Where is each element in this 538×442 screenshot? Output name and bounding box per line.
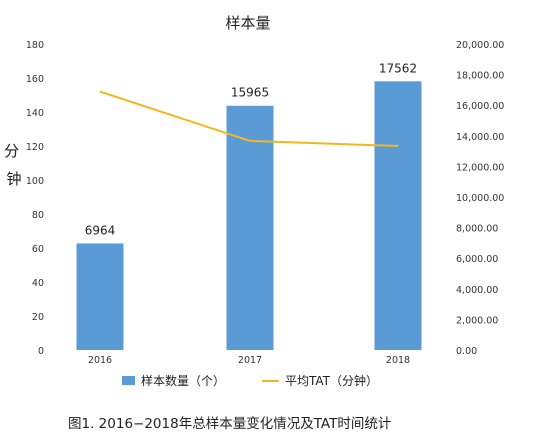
left-tick-label: 60 [32,244,44,255]
right-tick-label: 8,000.00 [456,224,498,235]
right-tick-label: 16,000.00 [456,101,504,112]
x-axis-ticks: 2016 2017 2018 [88,355,410,366]
left-tick-label: 40 [32,278,44,289]
right-tick-label: 20,000.00 [456,40,504,51]
right-tick-label: 4,000.00 [456,285,498,296]
legend: 样本数量（个） 平均TAT（分钟） [122,373,378,388]
x-tick-label: 2017 [238,355,262,366]
bar-data-label: 6964 [85,223,116,237]
legend-label-bar: 样本数量（个） [141,373,225,388]
left-tick-label: 180 [26,40,44,51]
right-axis-ticks: 0.00 2,000.00 4,000.00 6,000.00 8,000.00 10,0… [456,40,504,357]
x-tick-label: 2018 [386,355,410,366]
bar [76,243,124,350]
right-tick-label: 2,000.00 [456,315,498,326]
left-tick-label: 140 [26,108,44,119]
left-tick-label: 160 [26,74,44,85]
y-axis-label-char: 分 [4,142,19,160]
left-tick-label: 80 [32,210,44,221]
bar [226,105,274,350]
right-tick-label: 18,000.00 [456,71,504,82]
left-tick-label: 100 [26,176,44,187]
chart-title: 样本量 [225,14,270,32]
y-axis-label: 分 钟 [4,142,24,188]
right-tick-label: 12,000.00 [456,162,504,173]
left-tick-label: 120 [26,142,44,153]
right-tick-label: 10,000.00 [456,193,504,204]
bar-data-label: 15965 [231,86,269,100]
bar-data-label: 17562 [379,61,417,75]
left-tick-label: 0 [38,346,44,357]
bar-series [76,81,422,351]
legend-swatch-bar [122,376,135,385]
legend-label-line: 平均TAT（分钟） [285,373,378,388]
left-tick-label: 20 [32,312,44,323]
bar-data-labels: 6964 15965 17562 [85,61,417,237]
y-axis-label-char: 钟 [6,170,21,188]
x-tick-label: 2016 [88,355,112,366]
figure-caption: 图1. 2016−2018年总样本量变化情况及TAT时间统计 [68,416,391,432]
line-series [99,90,399,147]
bar [374,81,422,351]
right-tick-label: 14,000.00 [456,132,504,143]
right-tick-label: 6,000.00 [456,254,498,265]
left-axis-ticks: 0 20 40 60 80 100 120 140 160 180 [26,40,44,357]
right-tick-label: 0.00 [456,346,477,357]
